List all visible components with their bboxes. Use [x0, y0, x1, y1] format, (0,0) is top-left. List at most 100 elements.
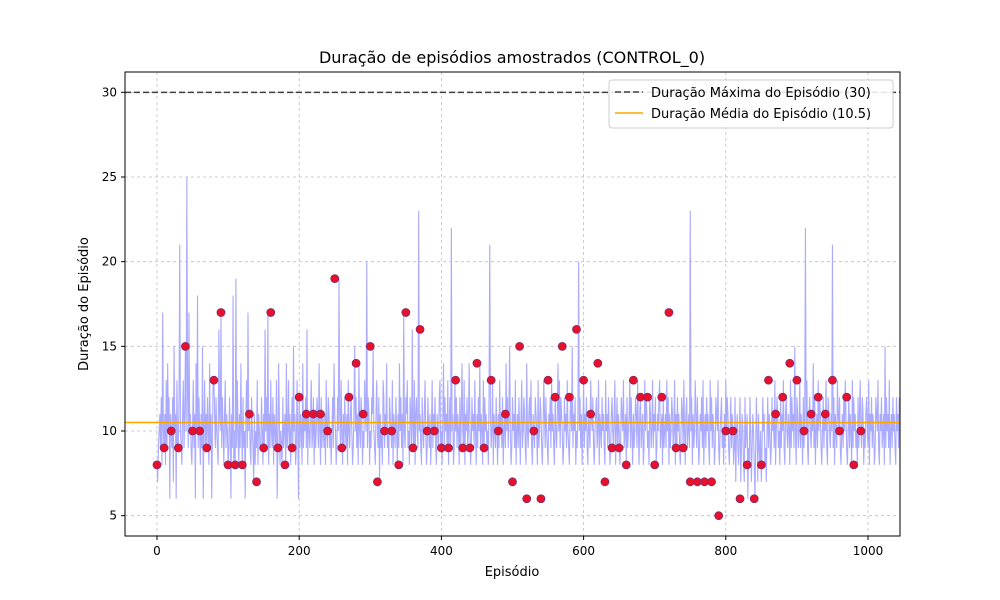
sample-point	[166, 426, 176, 436]
x-axis-ticks: 0 200 400 600 800 1000	[153, 536, 883, 558]
sample-point	[820, 409, 830, 419]
y-tick-label: 10	[102, 424, 117, 438]
sample-point	[707, 477, 716, 487]
sample-point	[152, 460, 162, 470]
y-tick-label: 25	[102, 170, 117, 184]
sample-point	[764, 375, 773, 385]
sample-point	[472, 358, 482, 368]
sample-point	[543, 375, 553, 385]
sample-point	[579, 375, 588, 385]
sample-point	[792, 375, 802, 385]
sample-point	[650, 460, 660, 470]
x-tick-label: 1000	[853, 544, 884, 558]
sample-point	[280, 460, 290, 470]
sample-point	[586, 409, 596, 419]
sample-point	[536, 494, 546, 504]
sample-point	[813, 392, 823, 402]
x-tick-label: 800	[714, 544, 737, 558]
legend-mean-label: Duração Média do Episódio (10.5)	[651, 107, 871, 122]
sample-point	[742, 460, 752, 470]
sample-point	[394, 460, 404, 470]
sample-point	[316, 409, 325, 419]
sample-point	[415, 324, 425, 334]
sample-point	[529, 426, 539, 436]
sample-point	[678, 443, 688, 453]
sample-point	[451, 375, 461, 385]
sample-point	[500, 409, 510, 419]
sample-point	[365, 341, 375, 351]
y-tick-label: 5	[109, 509, 117, 523]
x-tick-label: 400	[430, 544, 453, 558]
sample-point	[628, 375, 638, 385]
sample-point	[273, 443, 283, 453]
sample-point	[557, 341, 567, 351]
sample-point	[209, 375, 219, 385]
sample-point	[181, 341, 190, 351]
sample-point	[202, 443, 212, 453]
sample-point	[749, 494, 759, 504]
sample-point	[259, 443, 269, 453]
sample-point	[159, 443, 169, 453]
sample-point	[465, 443, 475, 453]
sample-point	[195, 426, 205, 436]
sample-point	[856, 426, 866, 436]
sample-point	[486, 375, 496, 385]
sample-point	[373, 477, 382, 487]
sample-point	[643, 392, 652, 402]
sample-point	[572, 324, 581, 334]
sample-point	[344, 392, 354, 402]
y-tick-label: 30	[102, 85, 117, 99]
sample-point	[337, 443, 347, 453]
sample-point	[735, 494, 745, 504]
chart-title: Duração de episódios amostrados (CONTROL…	[319, 48, 705, 68]
sample-point	[785, 358, 795, 368]
sample-point	[849, 460, 859, 470]
sample-point	[479, 443, 489, 453]
sample-point	[778, 392, 788, 402]
sample-point	[408, 443, 418, 453]
sample-point	[173, 443, 183, 453]
sample-point	[266, 308, 276, 317]
sample-point	[564, 392, 574, 402]
sample-point	[799, 426, 809, 436]
legend-box	[608, 79, 894, 129]
sample-point	[287, 443, 297, 453]
sample-point	[600, 477, 610, 487]
sample-point	[664, 308, 674, 317]
x-tick-label: 600	[572, 544, 595, 558]
y-axis-ticks: 5 10 15 20 25 30	[102, 85, 125, 523]
sample-point	[493, 426, 503, 436]
sample-point	[323, 426, 333, 436]
legend: Duração Máxima do Episódio (30) Duração …	[608, 79, 894, 129]
y-axis-label: Duração do Episódio	[77, 237, 92, 371]
sample-point	[387, 426, 397, 436]
sample-point	[728, 426, 738, 436]
sample-point	[330, 274, 340, 284]
sample-point	[401, 308, 411, 317]
x-axis-label: Episódio	[485, 565, 540, 580]
plot-frame	[124, 71, 901, 537]
series-line-episodes	[156, 176, 900, 499]
sample-point	[508, 477, 517, 487]
sample-point	[714, 511, 724, 521]
sample-point	[522, 494, 532, 504]
sample-point	[756, 460, 766, 470]
sample-points	[152, 274, 866, 521]
sample-point	[358, 409, 368, 419]
sample-point	[828, 375, 837, 385]
sample-point	[835, 426, 844, 436]
sample-point	[657, 392, 667, 402]
sample-point	[621, 460, 631, 470]
x-tick-label: 200	[288, 544, 311, 558]
sample-point	[515, 341, 525, 351]
sample-point	[593, 358, 603, 368]
sample-point	[252, 477, 261, 487]
sample-point	[771, 409, 780, 419]
y-tick-label: 15	[102, 339, 117, 353]
sample-point	[614, 443, 624, 453]
sample-point	[444, 443, 453, 453]
sample-point	[294, 392, 304, 402]
legend-max-label: Duração Máxima do Episódio (30)	[651, 86, 871, 101]
sample-point	[351, 358, 361, 368]
